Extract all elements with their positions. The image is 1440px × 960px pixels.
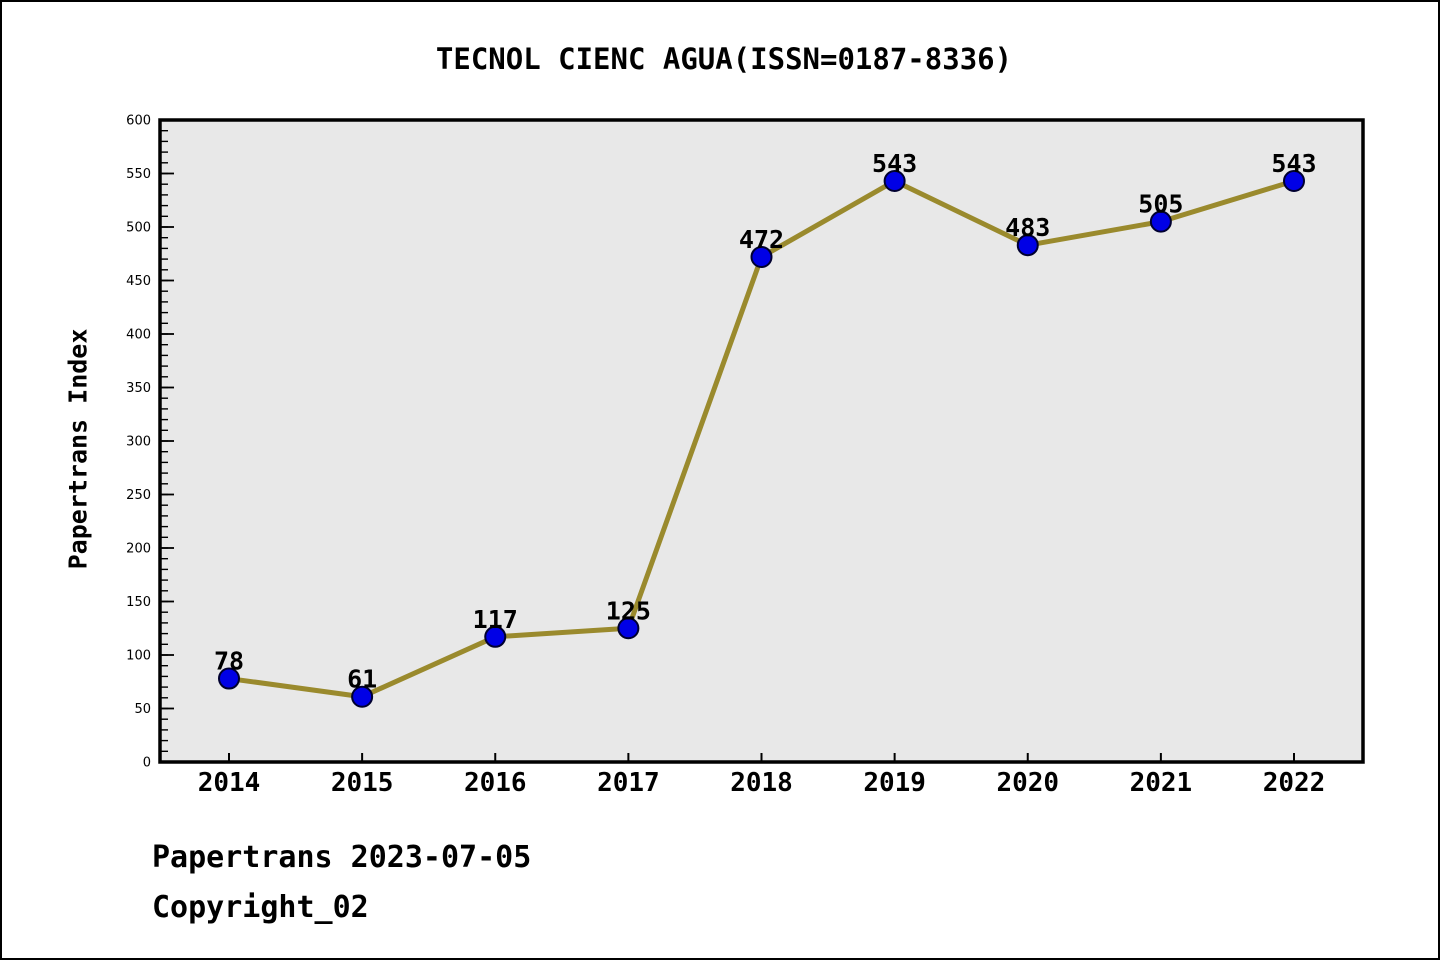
point-label: 483	[1005, 213, 1050, 242]
point-label: 505	[1138, 190, 1183, 219]
point-label: 61	[347, 665, 377, 694]
x-tick-label: 2014	[198, 768, 261, 798]
y-tick-label: 350	[126, 381, 151, 396]
y-tick-label: 300	[126, 435, 151, 450]
y-tick-label: 550	[126, 167, 151, 182]
y-tick-label: 100	[126, 649, 151, 664]
y-tick-label: 500	[126, 221, 151, 236]
chart-title: TECNOL CIENC AGUA(ISSN=0187-8336)	[435, 42, 1013, 76]
x-tick-label: 2018	[730, 768, 793, 798]
point-label: 125	[606, 596, 651, 625]
data-point	[218, 667, 240, 690]
footer-date: Papertrans 2023-07-05	[152, 840, 532, 875]
data-point	[617, 617, 640, 640]
point-label: 78	[214, 647, 244, 676]
y-tick-label: 150	[126, 595, 151, 610]
x-tick-label: 2016	[464, 768, 527, 798]
data-point	[1149, 210, 1172, 233]
data-point	[750, 245, 773, 268]
x-tick-label: 2015	[331, 768, 394, 798]
data-point	[484, 625, 507, 648]
data-point	[1016, 234, 1039, 257]
point-label: 543	[872, 149, 917, 178]
data-point	[1283, 169, 1305, 192]
point-label: 543	[1271, 149, 1316, 178]
point-label: 117	[473, 605, 518, 634]
point-label: 472	[739, 225, 784, 254]
plot-frame	[158, 118, 1365, 764]
y-tick-label: 600	[126, 114, 151, 129]
footer-copyright: Copyright_02	[152, 890, 369, 925]
x-tick-label: 2017	[597, 768, 660, 798]
x-tick-label: 2020	[996, 768, 1059, 798]
x-tick-label: 2021	[1130, 768, 1193, 798]
x-tick-label: 2022	[1263, 768, 1326, 798]
y-tick-label: 400	[126, 328, 151, 343]
y-tick-label: 450	[126, 274, 151, 289]
data-point	[883, 169, 906, 192]
y-tick-label: 200	[126, 542, 151, 557]
y-tick-label: 250	[126, 488, 151, 503]
y-tick-label: 50	[134, 702, 151, 717]
data-point	[351, 685, 374, 708]
x-tick-label: 2019	[863, 768, 926, 798]
y-tick-label: 0	[143, 756, 151, 771]
